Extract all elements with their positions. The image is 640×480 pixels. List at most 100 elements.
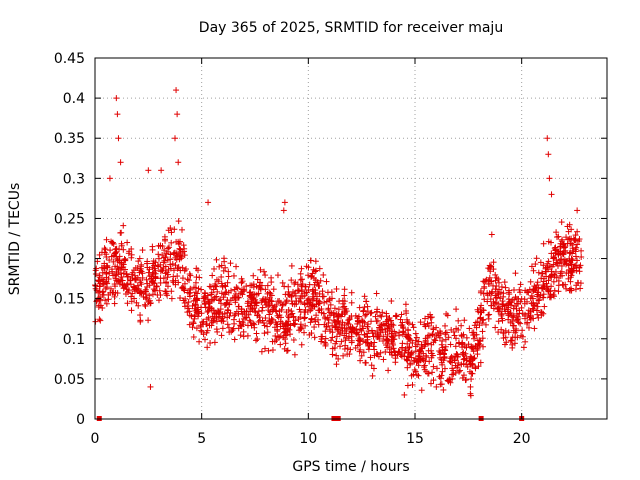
data-point [190, 319, 197, 326]
data-point [555, 248, 562, 255]
data-point [111, 250, 118, 257]
data-point [574, 228, 581, 235]
data-point [525, 289, 532, 296]
data-point [388, 346, 395, 353]
data-point [371, 346, 378, 353]
data-point [423, 352, 430, 359]
data-point [567, 278, 574, 285]
data-point [367, 354, 374, 361]
data-point [409, 381, 416, 388]
data-point [198, 286, 205, 293]
chart-title: Day 365 of 2025, SRMTID for receiver maj… [199, 20, 503, 36]
data-point [571, 262, 578, 269]
data-point [329, 351, 336, 358]
data-point [492, 271, 499, 278]
data-point [406, 344, 413, 351]
data-point [481, 285, 488, 292]
y-axis-label: SRMTID / TECUs [7, 183, 23, 296]
data-point [355, 313, 362, 320]
data-point [153, 283, 160, 290]
data-point [396, 349, 403, 356]
data-point [392, 330, 399, 337]
data-point [519, 327, 526, 334]
data-point [155, 251, 162, 258]
data-point [338, 324, 345, 331]
data-point [282, 340, 289, 347]
data-point [258, 282, 265, 289]
data-point [450, 328, 457, 335]
data-point [562, 261, 569, 268]
data-point [240, 321, 247, 328]
data-point [577, 285, 584, 292]
data-point [285, 313, 292, 320]
data-point [118, 229, 125, 236]
data-point [298, 288, 305, 295]
data-point [250, 272, 257, 279]
data-point [517, 281, 524, 288]
data-point [173, 87, 180, 94]
data-point [149, 246, 156, 253]
data-point [197, 322, 204, 329]
data-point [469, 370, 476, 377]
data-point [216, 263, 223, 270]
data-point [437, 375, 444, 382]
data-point [185, 305, 192, 312]
data-point [412, 368, 419, 375]
data-point [96, 283, 103, 290]
data-point [233, 284, 240, 291]
data-point [200, 295, 207, 302]
data-point [432, 337, 439, 344]
x-tick-label: 5 [197, 431, 206, 447]
data-point [164, 274, 171, 281]
data-point [495, 329, 502, 336]
data-point [472, 319, 479, 326]
data-point [437, 381, 444, 388]
data-point [418, 387, 425, 394]
data-point [262, 272, 269, 279]
data-point [231, 320, 238, 327]
data-point [195, 308, 202, 315]
data-point [96, 316, 103, 323]
data-point [323, 324, 330, 331]
data-point [186, 271, 193, 278]
data-point [341, 292, 348, 299]
data-point [404, 382, 411, 389]
data-point [124, 300, 131, 307]
data-point [146, 297, 153, 304]
data-point [101, 245, 108, 252]
data-point [453, 325, 460, 332]
data-point [354, 318, 361, 325]
data-point [221, 255, 228, 262]
data-point [105, 296, 112, 303]
data-point [531, 302, 538, 309]
data-point [172, 135, 178, 142]
data-point [404, 340, 411, 347]
data-point [555, 251, 562, 258]
data-point [128, 271, 135, 278]
data-point [335, 355, 342, 362]
data-point [548, 283, 555, 290]
data-point [122, 283, 129, 290]
data-point [271, 324, 278, 331]
data-point [460, 351, 467, 358]
data-point [216, 313, 223, 320]
data-point [225, 268, 232, 275]
data-point [501, 279, 508, 286]
data-point [487, 264, 494, 271]
data-point [567, 268, 574, 275]
data-point [311, 324, 318, 331]
data-point [264, 282, 271, 289]
data-point [288, 277, 295, 284]
data-point [312, 258, 319, 265]
data-point [213, 318, 220, 325]
data-point [213, 293, 220, 300]
data-point [302, 322, 309, 329]
data-point [100, 264, 107, 271]
data-point [92, 318, 99, 325]
data-point [540, 278, 547, 285]
data-point [112, 275, 119, 282]
data-point [488, 231, 495, 238]
data-point [425, 347, 432, 354]
data-point [492, 324, 499, 331]
data-point [132, 275, 139, 282]
